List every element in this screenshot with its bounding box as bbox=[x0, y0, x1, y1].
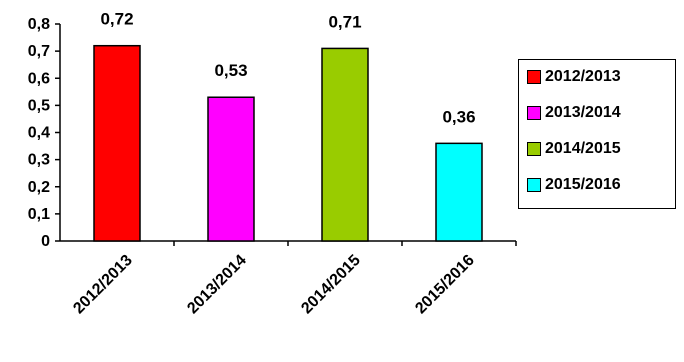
y-tick-label: 0,8 bbox=[28, 16, 50, 33]
legend-label: 2015/2016 bbox=[545, 176, 621, 193]
legend-label: 2014/2015 bbox=[545, 140, 621, 157]
legend-item: 2014/2015 bbox=[527, 138, 621, 160]
y-tick-label: 0 bbox=[41, 233, 50, 250]
x-axis-tick-labels: 2012/2013 2013/2014 2014/2015 2015/2016 bbox=[70, 252, 478, 318]
legend-label: 2013/2014 bbox=[545, 104, 621, 121]
legend-swatch bbox=[527, 106, 541, 120]
bar-value-label: 0,53 bbox=[214, 61, 247, 80]
legend-swatch bbox=[527, 142, 541, 156]
bar bbox=[435, 142, 483, 242]
legend-swatch bbox=[527, 178, 541, 192]
bar-value-labels: 0,72 0,53 0,71 0,36 bbox=[100, 10, 475, 127]
legend: 2012/2013 2013/2014 2014/2015 2015/2016 bbox=[518, 59, 676, 209]
y-tick-label: 0,2 bbox=[28, 179, 50, 196]
bar bbox=[207, 96, 255, 242]
bar-value-label: 0,36 bbox=[442, 107, 475, 126]
bar-value-label: 0,71 bbox=[328, 12, 361, 31]
y-tick-label: 0,6 bbox=[28, 70, 50, 87]
legend-label: 2012/2013 bbox=[545, 68, 621, 85]
bars bbox=[93, 44, 483, 242]
legend-swatch bbox=[527, 70, 541, 84]
bar bbox=[93, 44, 141, 242]
x-tick-label: 2012/2013 bbox=[70, 252, 136, 318]
bar-value-label: 0,72 bbox=[100, 10, 133, 29]
x-tick-label: 2013/2014 bbox=[184, 252, 250, 318]
x-tick-label: 2014/2015 bbox=[298, 252, 364, 318]
y-tick-label: 0,4 bbox=[28, 125, 50, 142]
y-tick-label: 0,5 bbox=[28, 97, 50, 114]
legend-item: 2015/2016 bbox=[527, 174, 621, 196]
y-axis-ticks: 0 0,1 0,2 0,3 0,4 0,5 0,6 0,7 0,8 bbox=[28, 16, 60, 250]
y-tick-label: 0,1 bbox=[28, 206, 50, 223]
legend-item: 2013/2014 bbox=[527, 102, 621, 124]
y-tick-label: 0,7 bbox=[28, 43, 50, 60]
y-tick-label: 0,3 bbox=[28, 152, 50, 169]
x-tick-label: 2015/2016 bbox=[412, 252, 478, 318]
legend-item: 2012/2013 bbox=[527, 66, 621, 88]
bar bbox=[321, 47, 369, 242]
